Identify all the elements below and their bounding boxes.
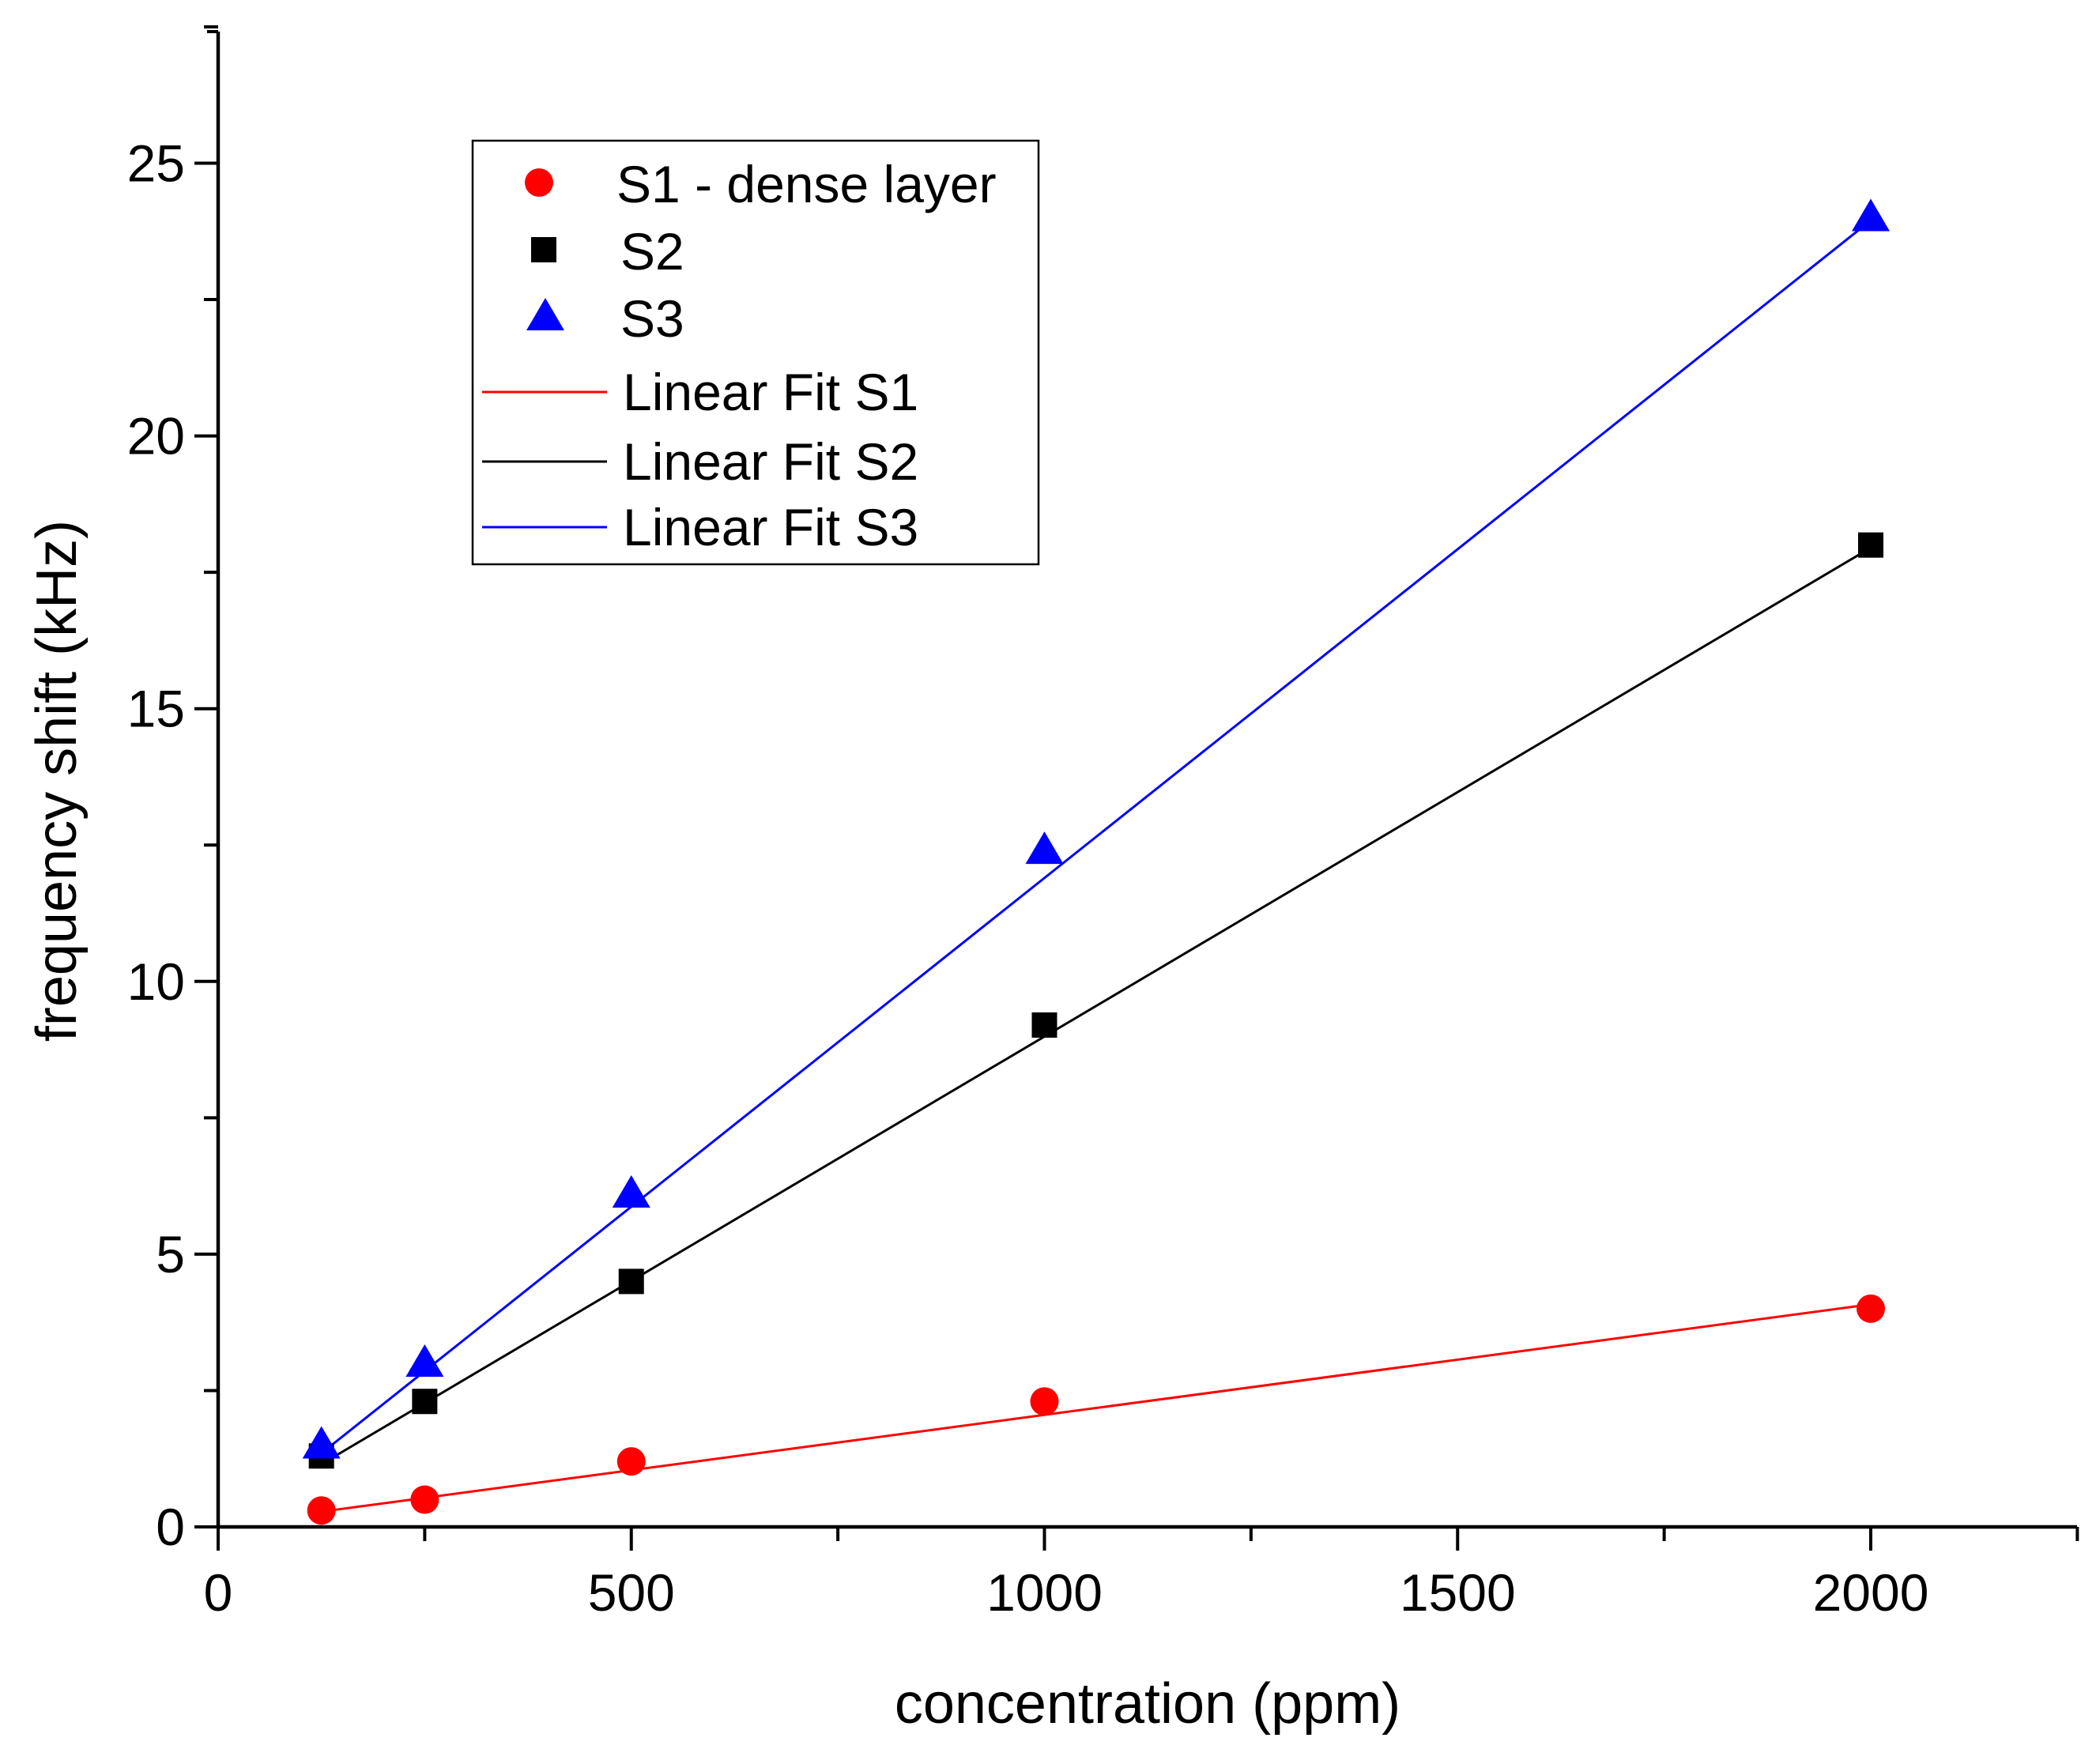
data-point-s3 bbox=[302, 1426, 341, 1459]
legend-label: Linear Fit S3 bbox=[623, 498, 918, 556]
fit-line-linear-fit-s2 bbox=[320, 546, 1872, 1465]
legend-label: Linear Fit S2 bbox=[623, 432, 918, 491]
data-point-s3 bbox=[1852, 198, 1890, 232]
legend-label: S2 bbox=[620, 222, 684, 281]
data-point-s1 bbox=[1857, 1294, 1885, 1323]
data-point-s1 bbox=[616, 1447, 646, 1476]
y-tick-label: 25 bbox=[127, 134, 185, 193]
x-tick-label: 1500 bbox=[1400, 1563, 1516, 1622]
x-tick-label: 1000 bbox=[986, 1563, 1103, 1622]
data-point-s2 bbox=[1858, 532, 1883, 558]
legend-box bbox=[471, 139, 1040, 566]
y-tick-label: 5 bbox=[156, 1225, 185, 1283]
legend-symbol-s2 bbox=[531, 237, 556, 262]
data-point-s2 bbox=[1031, 1012, 1057, 1038]
y-tick-label: 15 bbox=[127, 680, 185, 738]
y-tick-label: 20 bbox=[127, 407, 185, 466]
data-point-s3 bbox=[1025, 831, 1064, 865]
legend: S1 - dense layer S2 S3 Linear Fit S1 Linear … bbox=[471, 139, 1040, 566]
plot-area: 0 500 1000 1500 2000 0 5 10 15 20 25 bbox=[127, 24, 2079, 1622]
legend-symbol-s3 bbox=[526, 298, 564, 330]
data-point-s1 bbox=[307, 1496, 336, 1525]
data-point-s3 bbox=[405, 1344, 444, 1377]
y-axis-title: frequency shift (kHz) bbox=[25, 520, 89, 1042]
x-axis-title: concentration (ppm) bbox=[895, 1672, 1400, 1736]
legend-label: S3 bbox=[620, 289, 684, 348]
legend-symbol-s1 bbox=[525, 168, 553, 197]
legend-label: S1 - dense layer bbox=[616, 155, 997, 213]
data-point-s2 bbox=[412, 1389, 438, 1415]
data-point-s3 bbox=[612, 1174, 650, 1208]
y-tick-label: 10 bbox=[127, 952, 185, 1011]
data-point-s1 bbox=[410, 1485, 439, 1514]
x-tick-label: 500 bbox=[588, 1563, 675, 1622]
fit-line-linear-fit-s3 bbox=[320, 219, 1872, 1454]
x-tick-label: 0 bbox=[204, 1563, 233, 1622]
data-point-s1 bbox=[1030, 1387, 1059, 1416]
y-tick-label: 0 bbox=[156, 1498, 185, 1556]
data-point-s2 bbox=[618, 1268, 644, 1295]
legend-label: Linear Fit S1 bbox=[623, 363, 918, 421]
x-tick-label: 2000 bbox=[1813, 1563, 1929, 1622]
fit-line-linear-fit-s1 bbox=[321, 1302, 1872, 1513]
